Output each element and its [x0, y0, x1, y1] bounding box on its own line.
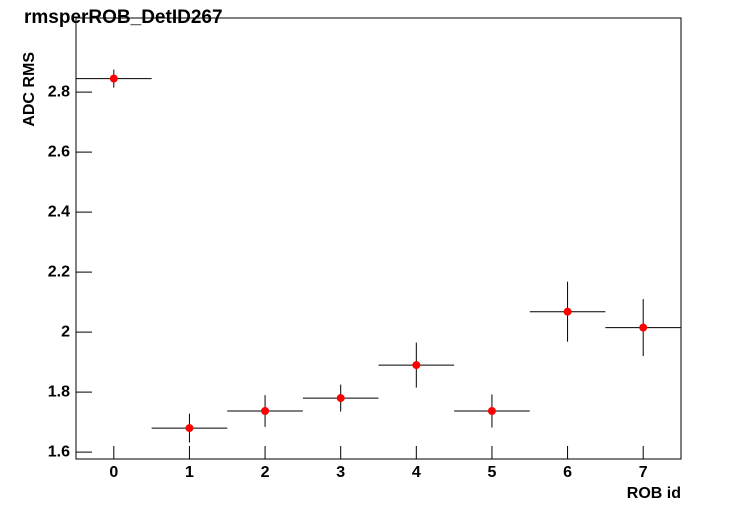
- plot-frame: [75, 17, 682, 460]
- y-tick-label: 2.4: [48, 203, 70, 220]
- data-point: [109, 74, 118, 83]
- data-point: [487, 407, 496, 415]
- x-tick-label: 2: [261, 464, 270, 481]
- data-point: [412, 361, 421, 370]
- y-tick-label: 2: [61, 323, 70, 340]
- y-tick-label: 2.2: [48, 263, 70, 280]
- x-tick-label: 4: [412, 464, 421, 481]
- x-tick-label: 6: [563, 464, 572, 481]
- y-tick-label: 2.6: [48, 143, 70, 160]
- data-point: [261, 407, 270, 415]
- x-tick-label: 3: [336, 464, 345, 481]
- x-axis-label: ROB id: [627, 485, 681, 502]
- y-tick-label: 1.8: [48, 383, 70, 400]
- data-point: [639, 323, 648, 332]
- y-axis-label: ADC RMS: [21, 52, 38, 127]
- data-point: [336, 394, 345, 403]
- y-tick-label: 1.6: [48, 443, 70, 460]
- y-tick-label: 2.8: [48, 83, 70, 100]
- x-tick-label: 1: [185, 464, 194, 481]
- x-tick-label: 5: [487, 464, 496, 481]
- x-tick-label: 0: [109, 464, 118, 481]
- data-point: [563, 307, 572, 316]
- x-tick-label: 7: [639, 464, 648, 481]
- data-point: [185, 424, 194, 433]
